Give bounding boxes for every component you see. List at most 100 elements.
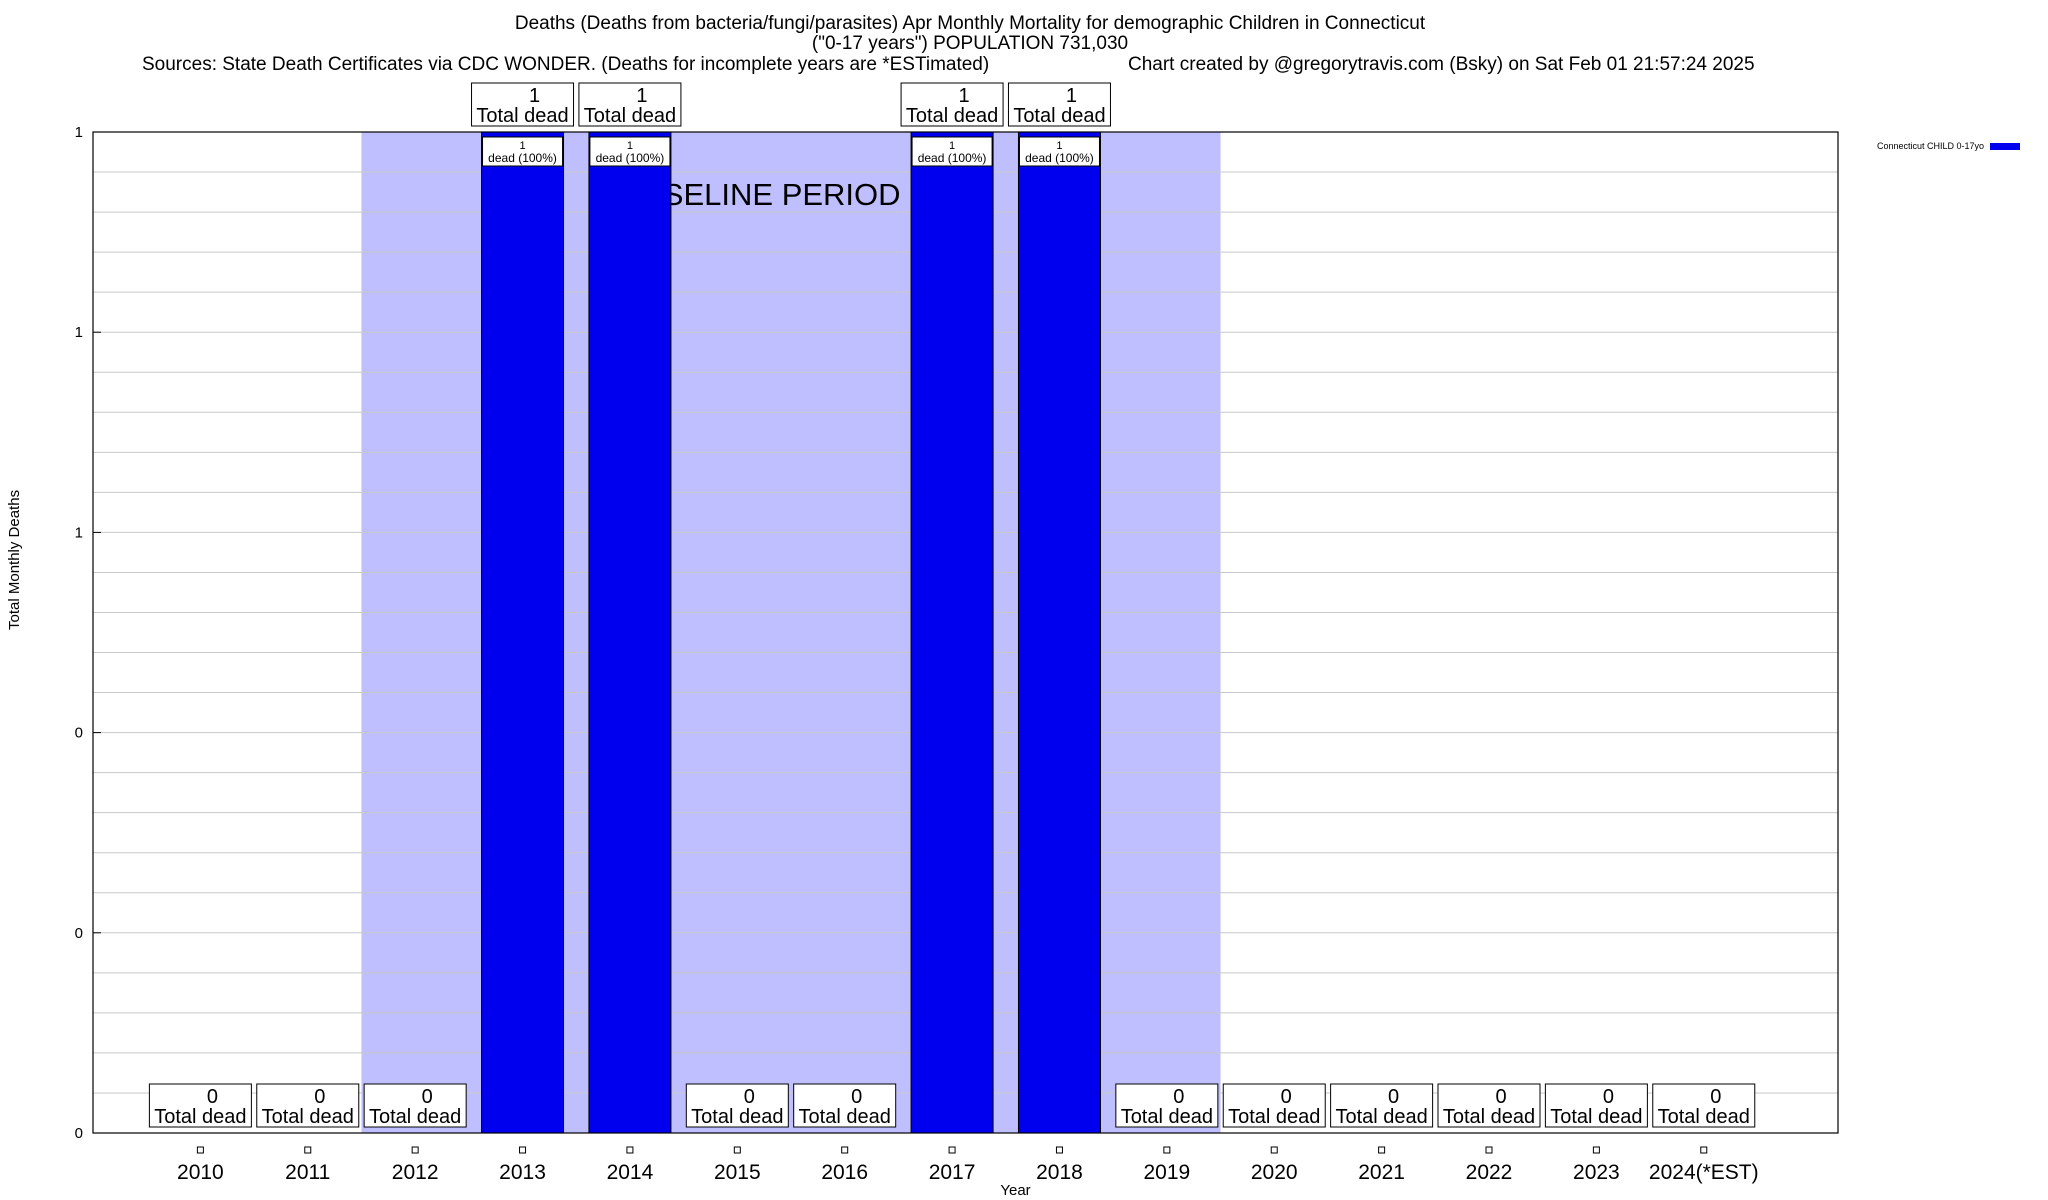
total-label-count: 0 [1281, 1086, 1292, 1108]
total-label-text: Total dead [906, 105, 998, 127]
total-label-box [148, 1083, 252, 1128]
x-tick-marker [304, 1146, 312, 1154]
total-label-box [1115, 1083, 1219, 1128]
bar [588, 131, 672, 1134]
x-tick-marker [1485, 1146, 1493, 1154]
total-label-box [900, 82, 1004, 127]
x-tick-marker [1270, 1146, 1278, 1154]
total-label-text: Total dead [369, 1106, 461, 1128]
y-tick-label: 1 [75, 124, 83, 141]
total-label-text: Total dead [799, 1106, 891, 1128]
total-label-text: Total dead [1013, 105, 1105, 127]
x-tick-marker [519, 1146, 527, 1154]
total-label-text: Total dead [1121, 1106, 1213, 1128]
legend-series-label: Connecticut CHILD 0-17yo [1877, 141, 1985, 151]
legend: Connecticut CHILD 0-17yo [1872, 131, 2021, 151]
total-label-text: Total dead [154, 1106, 246, 1128]
bar-label-percent: dead (100%) [918, 151, 987, 165]
total-label-count: 0 [1710, 1086, 1721, 1108]
total-label-box [471, 82, 575, 127]
total-label-text: Total dead [262, 1106, 354, 1128]
x-tick-label: 2015 [714, 1161, 761, 1184]
x-tick-marker [1700, 1146, 1708, 1154]
x-tick-label: 2019 [1143, 1161, 1190, 1184]
total-label-text: Total dead [1228, 1106, 1320, 1128]
x-tick-label: 2011 [285, 1161, 330, 1184]
total-label-text: Total dead [691, 1106, 783, 1128]
x-tick-label: 2018 [1036, 1161, 1083, 1184]
total-label-count: 1 [1066, 85, 1077, 107]
total-label-count: 0 [1388, 1086, 1399, 1108]
total-label-text: Total dead [1550, 1106, 1642, 1128]
bar-label-percent: dead (100%) [596, 151, 665, 165]
y-tick-label: 0 [75, 725, 83, 742]
legend-swatch [1990, 143, 2021, 151]
total-label-text: Total dead [1335, 1106, 1427, 1128]
plot-frame [92, 131, 1839, 1134]
x-tick-marker [626, 1146, 634, 1154]
total-label-box [1437, 1083, 1541, 1128]
total-label-box [793, 1083, 897, 1128]
total-label-box [1007, 82, 1111, 127]
bar-label-count: 1 [1056, 140, 1062, 152]
x-tick-marker [948, 1146, 956, 1154]
x-tick-label: 2010 [177, 1161, 224, 1184]
bar [481, 131, 565, 1134]
chart-credit: Chart created by @gregorytravis.com (Bsk… [1128, 54, 1755, 75]
x-tick-marker [411, 1146, 419, 1154]
total-label-box [363, 1083, 467, 1128]
total-label-count: 0 [207, 1086, 218, 1108]
bar-label-count: 1 [519, 140, 525, 152]
x-tick-label: 2022 [1466, 1161, 1513, 1184]
bar-label-count: 1 [949, 140, 955, 152]
chart-title-line-1: Deaths (Deaths from bacteria/fungi/paras… [514, 13, 1426, 34]
bar-label-box [1018, 136, 1100, 167]
total-label-count: 0 [1173, 1086, 1184, 1108]
y-tick-label: 0 [75, 925, 83, 942]
total-label-box [578, 82, 682, 127]
bar-label-percent: dead (100%) [1025, 151, 1094, 165]
x-tick-label: 2021 [1358, 1161, 1405, 1184]
bar-label-box [911, 136, 993, 167]
total-label-count: 0 [1603, 1086, 1614, 1108]
total-label-count: 1 [959, 85, 970, 107]
total-label-box [685, 1083, 789, 1128]
y-tick-label: 1 [75, 324, 83, 341]
total-label-text: Total dead [1443, 1106, 1535, 1128]
x-tick-label: 2020 [1251, 1161, 1298, 1184]
total-label-text: Total dead [584, 105, 676, 127]
bar-label-count: 1 [627, 140, 633, 152]
total-label-text: Total dead [476, 105, 568, 127]
x-tick-label: 2012 [392, 1161, 439, 1184]
total-label-count: 0 [744, 1086, 755, 1108]
total-label-count: 0 [1495, 1086, 1506, 1108]
total-label-box [1652, 1083, 1756, 1128]
total-label-box [256, 1083, 360, 1128]
bar-label-box [589, 136, 671, 167]
x-tick-label: 2014 [607, 1161, 654, 1184]
total-label-box [1330, 1083, 1434, 1128]
x-tick-label: 2023 [1573, 1161, 1620, 1184]
total-label-box [1222, 1083, 1326, 1128]
y-axis-label: Total Monthly Deaths [6, 489, 23, 630]
bar-label-percent: dead (100%) [488, 151, 557, 165]
x-tick-marker [196, 1146, 204, 1154]
x-tick-marker [1378, 1146, 1386, 1154]
total-label-box [1544, 1083, 1648, 1128]
x-tick-marker [1055, 1146, 1063, 1154]
x-tick-marker [1592, 1146, 1600, 1154]
x-tick-label: 2013 [499, 1161, 546, 1184]
x-tick-label: 2024(*EST) [1649, 1161, 1759, 1184]
total-label-count: 1 [636, 85, 647, 107]
x-tick-label: 2016 [821, 1161, 868, 1184]
x-tick-marker [733, 1146, 741, 1154]
x-tick-label: 2017 [929, 1161, 976, 1184]
y-tick-label: 1 [75, 524, 83, 541]
bar-label-box [482, 136, 564, 167]
bar [910, 131, 994, 1134]
total-label-count: 1 [529, 85, 540, 107]
x-tick-marker [841, 1146, 849, 1154]
chart-title-line-2: ("0-17 years") POPULATION 731,030 [811, 33, 1129, 54]
total-label-count: 0 [314, 1086, 325, 1108]
